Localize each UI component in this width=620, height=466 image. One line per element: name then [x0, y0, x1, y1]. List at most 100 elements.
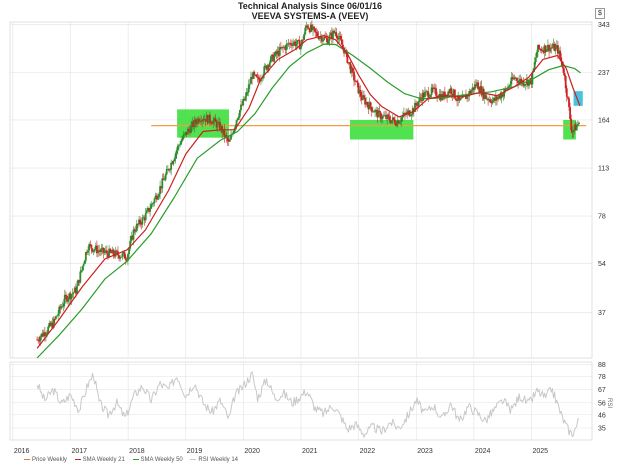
- legend-item-sma21: SMA Weekly 21: [74, 457, 125, 463]
- candle-body: [193, 119, 196, 127]
- candle-body: [68, 293, 71, 300]
- sma50-line: [36, 43, 581, 359]
- candle-body: [297, 40, 300, 41]
- candle-body: [484, 94, 487, 99]
- candle-body: [109, 248, 112, 252]
- legend-label-sma50: SMA Weekly 50: [140, 457, 183, 463]
- legend-swatch-rsi: [190, 458, 197, 460]
- candle-body: [267, 65, 270, 68]
- candle-body: [564, 76, 567, 89]
- candle-body: [291, 44, 293, 46]
- y-tick-label: 78: [598, 214, 606, 221]
- candle-body: [436, 95, 439, 98]
- candle-body: [194, 119, 197, 123]
- candle-body: [557, 45, 559, 54]
- candle-body: [175, 150, 178, 154]
- candle-body: [490, 101, 493, 104]
- candle-body: [298, 40, 301, 50]
- x-tick-label: 2020: [244, 448, 260, 455]
- candle-body: [159, 186, 161, 194]
- candle-body: [491, 100, 494, 104]
- candle-body: [121, 253, 124, 257]
- candle-body: [195, 122, 198, 124]
- candle-body: [135, 223, 138, 231]
- x-tick-label: 2023: [417, 448, 433, 455]
- candle-body: [51, 322, 54, 328]
- candle-body: [295, 43, 298, 47]
- candle-body: [236, 118, 239, 121]
- candle-body: [541, 50, 544, 51]
- candle-body: [527, 79, 529, 86]
- candle-body: [234, 125, 237, 129]
- candle-body: [494, 96, 497, 101]
- candle-body: [483, 94, 486, 99]
- candle-body: [160, 186, 163, 189]
- candle-body: [323, 36, 325, 40]
- candle-body: [520, 78, 523, 84]
- x-tick-label: 2016: [14, 448, 30, 455]
- candle-body: [115, 250, 118, 252]
- candle-body: [69, 293, 72, 300]
- candle-body: [72, 292, 75, 294]
- candle-body: [184, 131, 187, 134]
- candle-body: [55, 316, 57, 320]
- candle-body: [316, 32, 319, 37]
- candle-body: [150, 204, 153, 209]
- candle-body: [410, 114, 413, 116]
- candle-body: [455, 98, 457, 101]
- candle-body: [139, 219, 142, 224]
- candle-body: [144, 213, 147, 221]
- candle-body: [96, 245, 98, 254]
- candle-body: [129, 240, 132, 249]
- candle-body: [513, 77, 516, 79]
- sma-lines-layer: [36, 35, 581, 359]
- candle-body: [563, 72, 566, 77]
- candle-body: [402, 112, 405, 116]
- candle-body: [134, 230, 137, 232]
- candle-body: [486, 98, 488, 100]
- rsi-axis-tag: RSI: [606, 398, 612, 409]
- candle-body: [169, 169, 171, 171]
- candle-body: [60, 306, 63, 309]
- candle-body: [510, 77, 513, 85]
- candle-body: [70, 294, 73, 300]
- candle-body: [179, 144, 181, 146]
- candle-body: [283, 46, 286, 48]
- candle-body: [190, 125, 193, 133]
- candle-body: [47, 326, 50, 333]
- candle-body: [178, 145, 180, 146]
- candle-body: [381, 115, 384, 119]
- candle-body: [359, 90, 362, 97]
- candle-body: [499, 95, 502, 99]
- candle-body: [398, 121, 401, 124]
- candle-body: [440, 94, 443, 101]
- candle-body: [315, 31, 318, 33]
- candle-body: [500, 94, 503, 99]
- candle-body: [465, 94, 467, 99]
- candle-body: [248, 83, 251, 85]
- candle-body: [62, 303, 65, 307]
- candle-body: [46, 332, 48, 335]
- candle-body: [376, 109, 379, 118]
- candle-body: [329, 32, 332, 35]
- legend: Price Weekly SMA Weekly 21 SMA Weekly 50…: [24, 457, 244, 463]
- candle-body: [93, 249, 96, 251]
- candle-body: [211, 123, 214, 125]
- candle-body: [266, 65, 269, 70]
- candle-body: [105, 250, 108, 254]
- candle-body: [407, 110, 410, 112]
- legend-label-price: Price Weekly: [32, 457, 67, 463]
- candle-body: [120, 256, 123, 258]
- candle-body: [36, 339, 38, 341]
- candle-body: [288, 43, 291, 45]
- candle-body: [271, 54, 273, 57]
- candle-body: [309, 24, 312, 33]
- candle-body: [205, 115, 208, 122]
- candle-body: [350, 67, 353, 73]
- candle-body: [201, 119, 204, 122]
- rsi-y-tick-label: 67: [598, 387, 606, 394]
- candle-body: [213, 118, 216, 121]
- y-tick-label: 237: [598, 70, 610, 77]
- candle-body: [348, 62, 351, 64]
